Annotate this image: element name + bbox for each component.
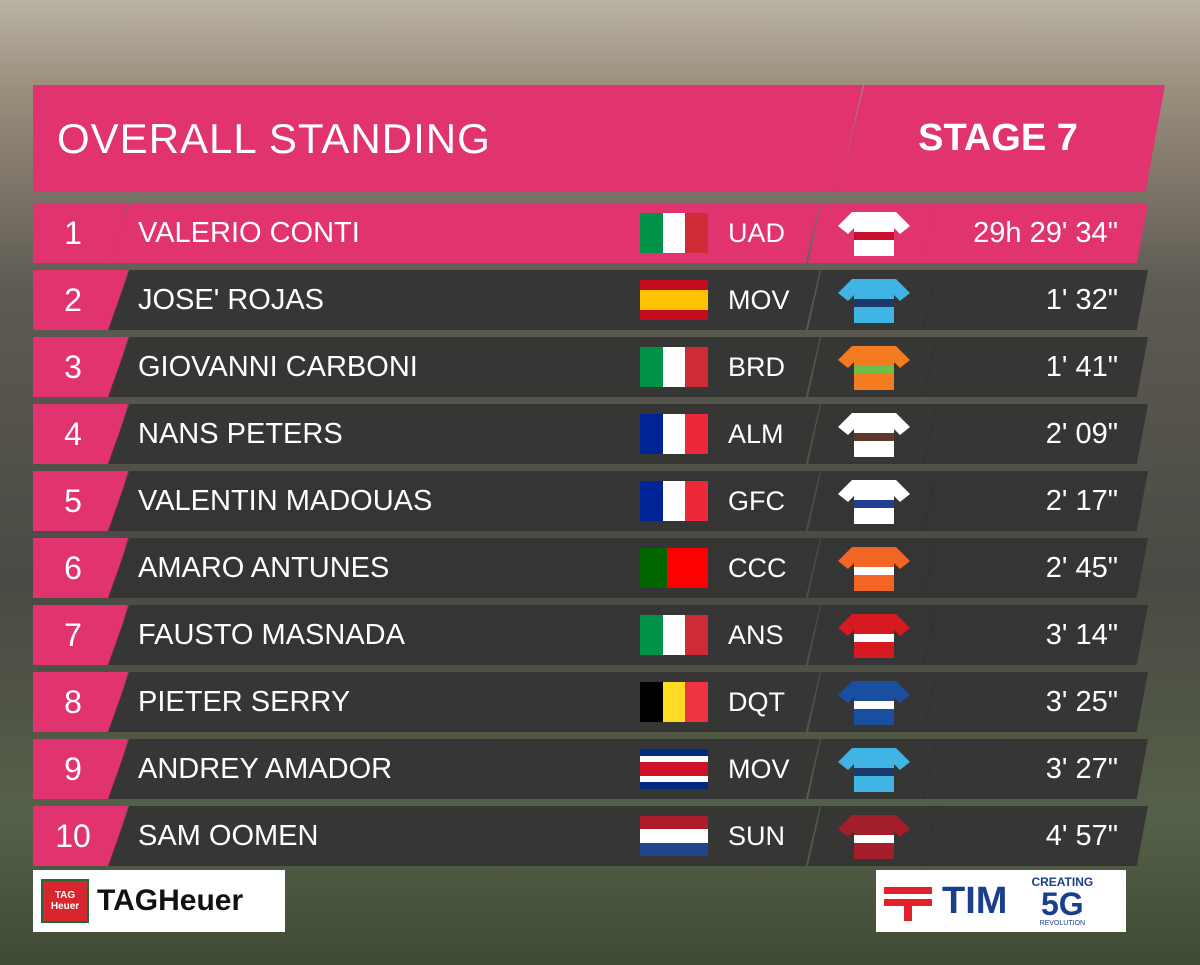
time-gap: 3' 27" [1045, 752, 1118, 785]
time-gap: 2' 09" [1045, 417, 1118, 450]
team-code: ANS [728, 619, 784, 650]
flag [640, 749, 708, 790]
time-gap: 29h 29' 34" [973, 216, 1118, 249]
tim-5g: 5G [1040, 885, 1084, 922]
jersey [838, 612, 910, 658]
rank: 3 [64, 348, 82, 385]
rank: 1 [64, 214, 82, 251]
rider-name: VALERIO CONTI [138, 216, 360, 249]
time-box [922, 605, 1148, 665]
jersey [838, 411, 910, 457]
team-code: UAD [728, 217, 786, 248]
time-box [922, 270, 1148, 330]
tag-name: TAGHeuer [97, 884, 244, 917]
flag [640, 682, 709, 722]
rank: 9 [64, 750, 82, 787]
time-gap: 1' 41" [1045, 350, 1118, 383]
rider-name: NANS PETERS [138, 417, 343, 450]
rank: 7 [64, 616, 82, 653]
jersey [838, 746, 910, 792]
rank: 5 [64, 482, 82, 519]
flag [640, 481, 709, 521]
time-gap: 4' 57" [1045, 819, 1118, 852]
time-gap: 3' 25" [1045, 685, 1118, 718]
flag [640, 213, 709, 253]
time-box [922, 337, 1148, 397]
tim-tagline: CREATING [1031, 874, 1094, 889]
rider-name: AMARO ANTUNES [138, 551, 390, 584]
jersey [838, 679, 910, 725]
jersey [838, 478, 910, 524]
jersey [838, 545, 910, 591]
tim-name: TIM [942, 879, 1008, 922]
time-gap: 2' 45" [1045, 551, 1118, 584]
jersey [838, 210, 910, 256]
team-code: GFC [728, 485, 785, 516]
rider-name: PIETER SERRY [138, 685, 351, 718]
tim-sub: REVOLUTION [1039, 919, 1086, 927]
time-gap: 3' 14" [1045, 618, 1118, 651]
rank: 4 [64, 415, 82, 452]
time-box [922, 672, 1148, 732]
time-gap: 2' 17" [1045, 484, 1118, 517]
flag [640, 347, 709, 387]
flag [640, 414, 709, 454]
flag [640, 548, 708, 588]
time-box [922, 471, 1148, 531]
team-code: MOV [728, 284, 790, 315]
stage-label: STAGE 7 [918, 117, 1078, 159]
jersey [838, 277, 910, 323]
rider-name: JOSE' ROJAS [138, 283, 325, 316]
tim-logo: TIM CREATING 5G REVOLUTION [876, 870, 1126, 932]
time-box [922, 739, 1148, 799]
team-code: CCC [728, 552, 787, 583]
stage-box [838, 85, 1165, 192]
rider-name: VALENTIN MADOUAS [138, 484, 433, 517]
team-code: ALM [728, 418, 784, 449]
time-box [922, 203, 1148, 263]
flag [640, 280, 708, 320]
jersey [838, 813, 910, 859]
team-code: BRD [728, 351, 786, 382]
rider-name: FAUSTO MASNADA [138, 618, 405, 651]
header-title: OVERALL STANDING [57, 114, 491, 162]
time-box [922, 806, 1148, 866]
time-box [922, 538, 1148, 598]
team-code: SUN [728, 820, 786, 851]
rank: 10 [55, 817, 91, 854]
rank: 2 [64, 281, 82, 318]
rider-name: SAM OOMEN [138, 819, 319, 852]
team-code: DQT [728, 686, 785, 717]
flag [640, 816, 708, 856]
tim-mark [884, 887, 932, 921]
tag-mark: TAG Heuer [41, 879, 89, 923]
rider-name: ANDREY AMADOR [138, 752, 393, 785]
rider-name: GIOVANNI CARBONI [138, 350, 418, 383]
time-gap: 1' 32" [1045, 283, 1118, 316]
team-code: MOV [728, 753, 790, 784]
flag [640, 615, 709, 655]
rank: 8 [64, 683, 82, 720]
rank: 6 [64, 549, 82, 586]
time-box [922, 404, 1148, 464]
jersey [838, 344, 910, 390]
tag-heuer-logo: TAG Heuer TAGHeuer [33, 870, 285, 932]
header-bar [33, 85, 863, 192]
